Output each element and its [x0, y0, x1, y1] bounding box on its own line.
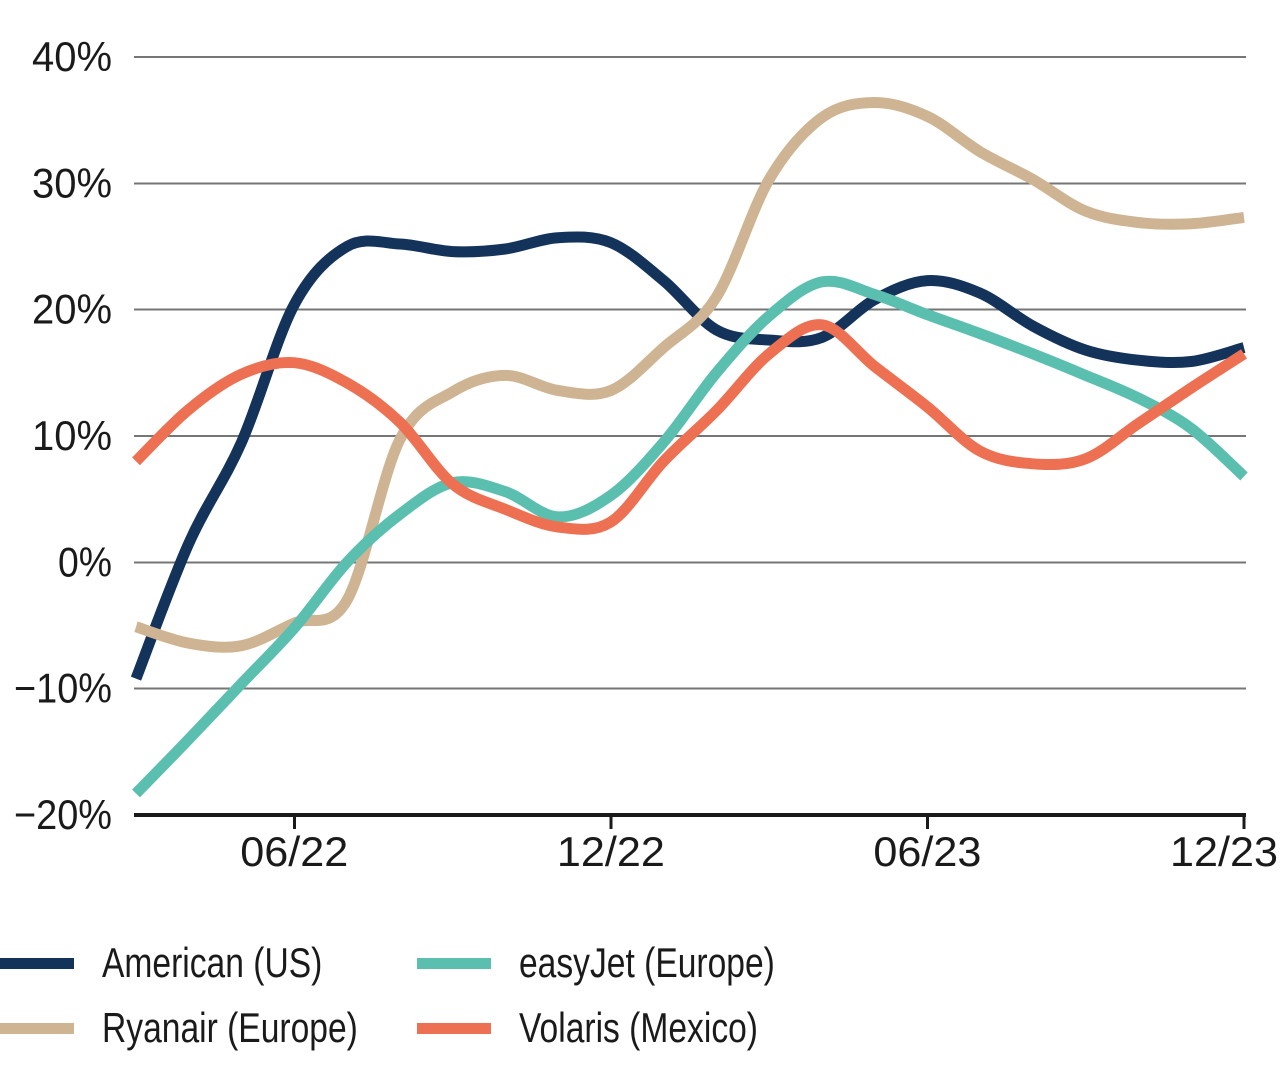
- chart-canvas: 40% 30% 20% 10% 0% −10% −20% 06/22 12/22 06/23 12/…: [14, 33, 1278, 875]
- legend-item-easyjet: easyJet (Europe): [417, 941, 839, 985]
- line-ryanair-europe: [134, 96, 1245, 653]
- line-easyjet-europe: [132, 275, 1248, 798]
- y-axis-tick-label: 30%: [32, 159, 112, 206]
- legend-label-easyjet: easyJet (Europe): [519, 939, 775, 986]
- legend-swatch-ryanair: [0, 1022, 74, 1034]
- legend-label-american: American (US): [102, 939, 323, 986]
- x-axis-tick-label: 12/23: [1170, 828, 1278, 875]
- legend-swatch-volaris: [417, 1022, 491, 1034]
- y-axis-tick-label: 40%: [32, 33, 112, 80]
- x-axis-tick-label: 06/22: [240, 828, 348, 875]
- legend-item-american: American (US): [0, 941, 377, 985]
- y-axis-tick-label: −10%: [14, 665, 112, 712]
- y-axis-tick-label: 20%: [32, 286, 112, 333]
- x-axis-tick-label: 06/23: [873, 828, 981, 875]
- legend-label-volaris: Volaris (Mexico): [519, 1004, 758, 1051]
- legend-swatch-easyjet: [417, 957, 491, 969]
- line-volaris-mexico: [132, 319, 1247, 535]
- x-axis-tick-label: 12/22: [557, 828, 665, 875]
- legend-item-ryanair: Ryanair (Europe): [0, 1006, 422, 1050]
- line-american-us: [130, 231, 1246, 681]
- legend-item-volaris: Volaris (Mexico): [417, 1006, 818, 1050]
- legend-label-ryanair: Ryanair (Europe): [102, 1004, 358, 1051]
- y-axis-tick-label: 10%: [32, 412, 112, 459]
- y-axis-tick-label: 0%: [58, 538, 112, 585]
- stock-performance-chart: 40% 30% 20% 10% 0% −10% −20% 06/22 12/22 06/23 12/…: [14, 33, 1278, 875]
- legend-swatch-american: [0, 957, 74, 969]
- y-axis-tick-label: −20%: [14, 791, 112, 838]
- chart-legend: American (US) easyJet (Europe) Ryanair (…: [0, 0, 1280, 1050]
